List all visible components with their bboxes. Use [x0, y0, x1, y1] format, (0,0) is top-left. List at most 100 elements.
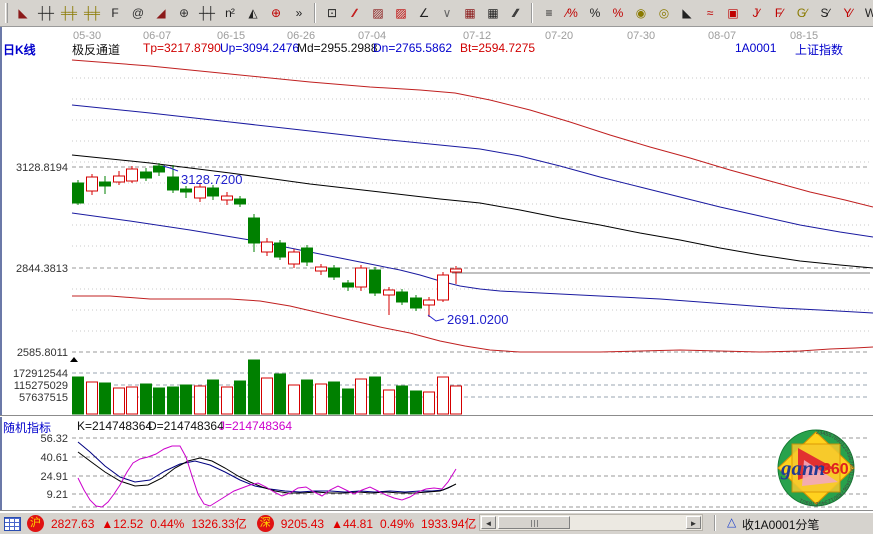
angle-mirror-icon[interactable]: ◭ — [248, 6, 257, 20]
price-annotation: 2691.0200 — [447, 312, 508, 327]
volume-bar — [328, 381, 340, 415]
stochastic-j-line — [77, 445, 457, 508]
ruler-ticks-icon-2[interactable]: ┼┼ — [198, 6, 215, 20]
shenzhen-badge-icon[interactable]: 深 — [256, 515, 274, 532]
ink-brush-icon[interactable]: ◣ — [682, 6, 691, 20]
price-annotation: 3128.7200 — [181, 172, 242, 187]
more-tools-chevron[interactable]: » — [295, 6, 303, 20]
zigzag-icon[interactable]: ∨ — [442, 6, 452, 20]
gold-box-icon[interactable]: ▣ — [727, 6, 738, 20]
candle-body — [261, 241, 273, 253]
candle-body — [72, 182, 84, 204]
gold-coin-line-icon[interactable]: ◎ — [658, 6, 669, 20]
ruler-ticks-icon[interactable]: ┼┼ — [37, 6, 54, 20]
candle-body — [437, 274, 449, 301]
four-angle-icon[interactable]: W∕ — [864, 6, 873, 20]
trend-angle-icon[interactable]: ∠ — [418, 6, 430, 20]
table-grid-icon[interactable] — [4, 516, 21, 531]
channel-top-line — [71, 59, 873, 208]
volume-bar — [86, 381, 98, 415]
box-select-icon[interactable]: ⊡ — [326, 6, 337, 20]
signal-icon: △ — [727, 515, 737, 529]
channel-tp-value: Tp=3217.8790 — [143, 41, 221, 55]
candle-body — [450, 268, 462, 273]
scrollbar-thumb[interactable] — [498, 516, 570, 529]
marker-ruler-icon[interactable]: ◢ — [156, 6, 165, 20]
date-label: 07-20 — [545, 30, 574, 42]
indicator-axis-label: 56.32 — [40, 433, 68, 445]
logo-pink-triangle — [802, 460, 838, 486]
stochastic-k-line — [77, 441, 453, 493]
logo-gann-text: gann — [780, 456, 825, 480]
parallel-lines-icon[interactable]: ∕∕∕ — [513, 6, 518, 20]
volume-bar — [288, 384, 300, 415]
fan-box-icon[interactable]: ▨ — [372, 6, 383, 20]
tick-data-label[interactable]: 收1A0001分笔 — [742, 518, 820, 532]
indicator-axis-label: 9.21 — [47, 489, 68, 501]
horizontal-scrollbar[interactable]: ◄ ► — [479, 514, 703, 531]
volume-bar — [301, 379, 313, 415]
date-label: 05-30 — [73, 30, 102, 42]
indicator-axis-label: 40.61 — [40, 452, 68, 464]
fan-box-red-icon[interactable]: ▨ — [395, 6, 406, 20]
cycle-circle-icon[interactable]: ⊕ — [178, 6, 189, 20]
gold-angle-icon[interactable]: G∕ — [796, 6, 807, 20]
candle-body — [315, 266, 327, 272]
statusbar-divider — [714, 515, 716, 531]
volume-bar — [167, 386, 179, 415]
percent-line-icon[interactable]: % — [612, 6, 624, 20]
candle-body — [194, 186, 206, 199]
candle-body — [140, 171, 152, 179]
channel-name-label: 极反通道 — [72, 43, 121, 57]
sz-index-amount: 1933.94亿 — [421, 517, 477, 531]
scroll-left-button[interactable]: ◄ — [481, 516, 496, 529]
toolbar-drag-handle[interactable] — [5, 3, 8, 23]
candle-body — [274, 242, 286, 258]
volume-bar — [194, 385, 206, 415]
price-axis-label: 2585.8011 — [17, 347, 68, 359]
volume-bar — [72, 376, 84, 415]
volume-bar — [261, 377, 273, 415]
wave-band-icon[interactable]: ≈ — [706, 6, 714, 20]
win-angle-icon[interactable]: Y∕ — [843, 6, 852, 20]
candle-body — [355, 267, 367, 288]
logo-360-text: 360 — [822, 461, 849, 478]
gann-fan-icon[interactable]: ∕∕ — [353, 6, 356, 20]
gold-coin-icon[interactable]: ◉ — [635, 6, 646, 20]
indicator-d-value: D=214748364 — [148, 419, 224, 433]
n-squared-icon[interactable]: n² — [225, 6, 235, 20]
gold-gauge-icon-2[interactable]: ╪╪ — [83, 6, 100, 20]
volume-bar — [410, 390, 422, 415]
draw-knife-icon[interactable]: ◣ — [18, 6, 27, 20]
date-label: 06-07 — [143, 30, 172, 42]
candle-body — [248, 217, 260, 244]
scroll-right-button[interactable]: ► — [686, 516, 701, 529]
f-angle-icon[interactable]: F∕ — [774, 6, 783, 20]
indicator-axis-label: 24.91 — [40, 471, 68, 483]
volume-bar — [342, 388, 354, 415]
candle-body — [234, 198, 246, 205]
percent-slash-icon[interactable]: ∕% — [566, 6, 578, 20]
shanghai-badge-icon[interactable]: 沪 — [27, 515, 44, 532]
price-scale-icon[interactable]: ≡ — [545, 6, 552, 20]
grid-box-icon[interactable]: ▦ — [464, 6, 475, 20]
date-label: 07-04 — [358, 30, 387, 42]
panel-divider — [0, 415, 873, 417]
percent-icon[interactable]: % — [589, 6, 601, 20]
f-gauge-icon[interactable]: F — [111, 6, 118, 20]
gold-gauge-icon[interactable]: ╪╪ — [60, 6, 77, 20]
volume-axis-label: 172912544 — [13, 368, 68, 380]
crosshair-icon[interactable]: ⊕ — [270, 6, 281, 20]
candle-body — [99, 181, 111, 187]
grid-box-icon-2[interactable]: ▦ — [487, 6, 498, 20]
chart-panel[interactable] — [0, 27, 873, 511]
j-angle-icon[interactable]: J∕ — [752, 6, 759, 20]
date-label: 07-30 — [627, 30, 656, 42]
spiral-icon[interactable]: @ — [131, 6, 144, 20]
volume-bar — [180, 384, 192, 415]
gann360-logo: 2345678901234567890123456789012345678901… — [772, 428, 860, 508]
volume-axis-label: 115275029 — [14, 380, 68, 392]
candle-body — [342, 282, 354, 288]
shen-angle-icon[interactable]: S∕ — [820, 6, 829, 20]
